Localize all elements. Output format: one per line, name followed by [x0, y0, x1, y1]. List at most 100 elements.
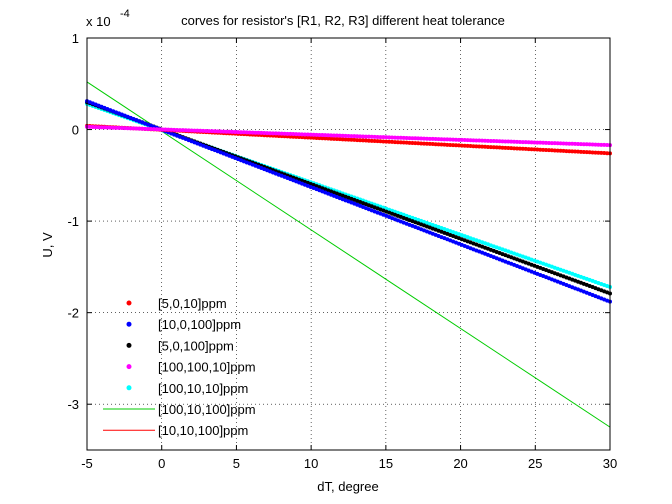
series-point	[244, 130, 249, 135]
series-point	[561, 141, 566, 146]
x-tick-label: 15	[379, 456, 393, 471]
series-point	[294, 132, 299, 137]
series-point	[596, 150, 601, 155]
series-point	[320, 133, 325, 138]
series-point	[230, 129, 235, 134]
series-point	[154, 127, 159, 132]
series-point	[456, 137, 461, 142]
series-point	[576, 149, 581, 154]
series-point	[500, 139, 505, 144]
series-point	[503, 145, 508, 150]
series-point	[506, 146, 511, 151]
series-point	[331, 133, 336, 138]
series-point	[291, 132, 296, 137]
series-point	[326, 136, 331, 141]
series-point	[218, 129, 223, 134]
series-point	[424, 136, 429, 141]
series-point	[297, 132, 302, 137]
series-point	[253, 130, 258, 135]
legend: [5,0,10]ppm [10,0,100]ppm [5,0,100]ppm [100…	[103, 296, 256, 438]
series-point	[468, 144, 473, 149]
y-tick-labels: 1 0 -1 -2 -3	[67, 31, 79, 412]
series-point	[160, 127, 165, 132]
series-point	[186, 128, 191, 133]
series-point	[546, 140, 551, 145]
series-point	[329, 136, 334, 141]
series-point	[143, 126, 148, 131]
series-point	[346, 137, 351, 142]
series-point	[308, 135, 313, 140]
series-point	[363, 134, 368, 139]
legend-marker-swatch	[126, 321, 132, 327]
series-point	[247, 130, 252, 135]
series-point	[311, 132, 316, 137]
series-point	[427, 141, 432, 146]
series-point	[241, 130, 246, 135]
series-point	[361, 138, 366, 143]
series-point	[503, 139, 508, 144]
series-point	[352, 137, 357, 142]
x-tick-labels: -5 0 5 10 15 20 25 30	[81, 456, 617, 471]
series-point	[317, 136, 322, 141]
series-point	[192, 128, 197, 133]
y-tick-label: -1	[67, 214, 79, 229]
series-point	[515, 139, 520, 144]
series-point	[300, 135, 305, 140]
series-point	[451, 143, 456, 148]
ticks	[86, 37, 611, 450]
series-point	[517, 139, 522, 144]
series-point	[564, 141, 569, 146]
series-point	[538, 140, 543, 145]
x-tick-label: 5	[233, 456, 240, 471]
series-point	[102, 125, 107, 130]
series-1	[85, 99, 612, 304]
series-point	[602, 142, 607, 147]
series-point	[497, 139, 502, 144]
series-point	[204, 128, 209, 133]
series-point	[358, 138, 363, 143]
series-point	[375, 139, 380, 144]
series-point	[480, 138, 485, 143]
series-point	[180, 128, 185, 133]
series-layer	[85, 81, 612, 428]
series-point	[488, 138, 493, 143]
series-point	[546, 148, 551, 153]
series-point	[552, 148, 557, 153]
x-tick-label: 25	[528, 456, 542, 471]
series-point	[209, 129, 214, 134]
series-point	[564, 149, 569, 154]
series-point	[442, 137, 447, 142]
series-point	[474, 144, 479, 149]
series-point	[485, 144, 490, 149]
series-point	[355, 138, 360, 143]
series-point	[96, 125, 101, 130]
series-point	[334, 133, 339, 138]
series-point	[294, 134, 299, 139]
series-point	[224, 129, 229, 134]
series-point	[381, 139, 386, 144]
series-point	[177, 128, 182, 133]
series-point	[456, 143, 461, 148]
series-point	[311, 135, 316, 140]
legend-marker-swatch	[126, 300, 132, 306]
series-point	[494, 145, 499, 150]
series-point	[558, 141, 563, 146]
axes-box	[86, 37, 611, 451]
series-point	[529, 147, 534, 152]
series-point	[390, 135, 395, 140]
series-point	[427, 136, 432, 141]
series-point	[401, 140, 406, 145]
series-point	[122, 126, 127, 131]
series-point	[549, 141, 554, 146]
series-point	[567, 141, 572, 146]
legend-item: [5,0,100]ppm	[126, 338, 234, 353]
series-point	[300, 132, 305, 137]
series-point	[593, 142, 598, 147]
series-point	[410, 140, 415, 145]
series-point	[215, 129, 220, 134]
y-tick-label: -2	[67, 306, 79, 321]
plot-area	[87, 38, 610, 450]
series-point	[578, 149, 583, 154]
series-point	[523, 140, 528, 145]
